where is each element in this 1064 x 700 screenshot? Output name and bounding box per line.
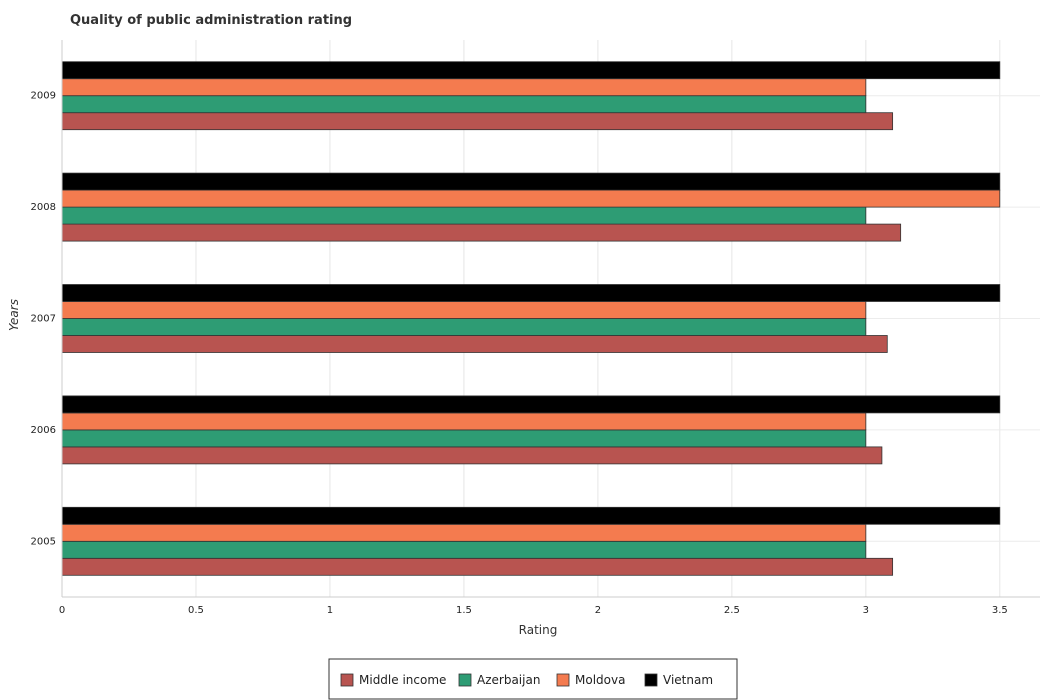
y-axis: 2005 2006 2007 2008 2009: [31, 40, 63, 597]
bar-middle-income-2006: [61, 446, 883, 465]
x-axis-label: Rating: [519, 623, 558, 637]
y-tick-label: 2006: [31, 425, 56, 436]
bar-vietnam-2006: [61, 395, 1001, 414]
y-tick-label: 2008: [31, 202, 56, 213]
bar-moldova-2009: [61, 78, 867, 97]
bar-middle-income-2009: [61, 112, 894, 131]
legend-swatch: [340, 673, 354, 687]
x-tick-label: 2.5: [724, 605, 740, 616]
legend: Middle income Azerbaijan Moldova Vietnam: [328, 658, 738, 700]
bar-moldova-2007: [61, 301, 867, 319]
y-tick-label: 2007: [31, 314, 56, 325]
x-tick-label: 0: [59, 605, 65, 616]
bars: [61, 61, 1001, 576]
legend-label: Middle income: [359, 673, 446, 687]
legend-label: Vietnam: [663, 673, 713, 687]
y-axis-label: Years: [7, 299, 21, 331]
bar-vietnam-2007: [61, 284, 1001, 302]
legend-swatch: [556, 673, 570, 687]
bar-vietnam-2009: [61, 61, 1001, 80]
chart-title: Quality of public administration rating: [70, 13, 352, 28]
x-axis: 0 0.5 1 1.5 2 2.5 3 3.5: [59, 596, 1040, 616]
legend-label: Azerbaijan: [477, 673, 540, 687]
x-tick-label: 1: [327, 605, 333, 616]
x-tick-label: 1.5: [456, 605, 472, 616]
x-tick-label: 2: [595, 605, 601, 616]
bar-middle-income-2007: [61, 335, 888, 353]
bar-vietnam-2005: [61, 506, 1001, 525]
bar-moldova-2005: [61, 523, 867, 542]
bar-vietnam-2008: [61, 172, 1001, 191]
bar-azerbaijan-2008: [61, 206, 867, 225]
legend-box: [328, 658, 738, 700]
bar-azerbaijan-2005: [61, 540, 867, 559]
legend-label: Moldova: [575, 673, 625, 687]
bar-azerbaijan-2009: [61, 95, 867, 114]
bar-moldova-2008: [61, 189, 1001, 208]
bar-azerbaijan-2007: [61, 318, 867, 336]
legend-swatch: [644, 673, 658, 687]
bar-middle-income-2005: [61, 557, 894, 576]
x-tick-label: 3: [863, 605, 869, 616]
x-tick-label: 0.5: [188, 605, 204, 616]
bar-middle-income-2008: [61, 223, 902, 242]
bar-azerbaijan-2006: [61, 429, 867, 448]
y-tick-label: 2005: [31, 536, 56, 547]
y-tick-label: 2009: [31, 91, 56, 102]
bar-moldova-2006: [61, 412, 867, 431]
legend-swatch: [458, 673, 472, 687]
x-tick-label: 3.5: [992, 605, 1008, 616]
